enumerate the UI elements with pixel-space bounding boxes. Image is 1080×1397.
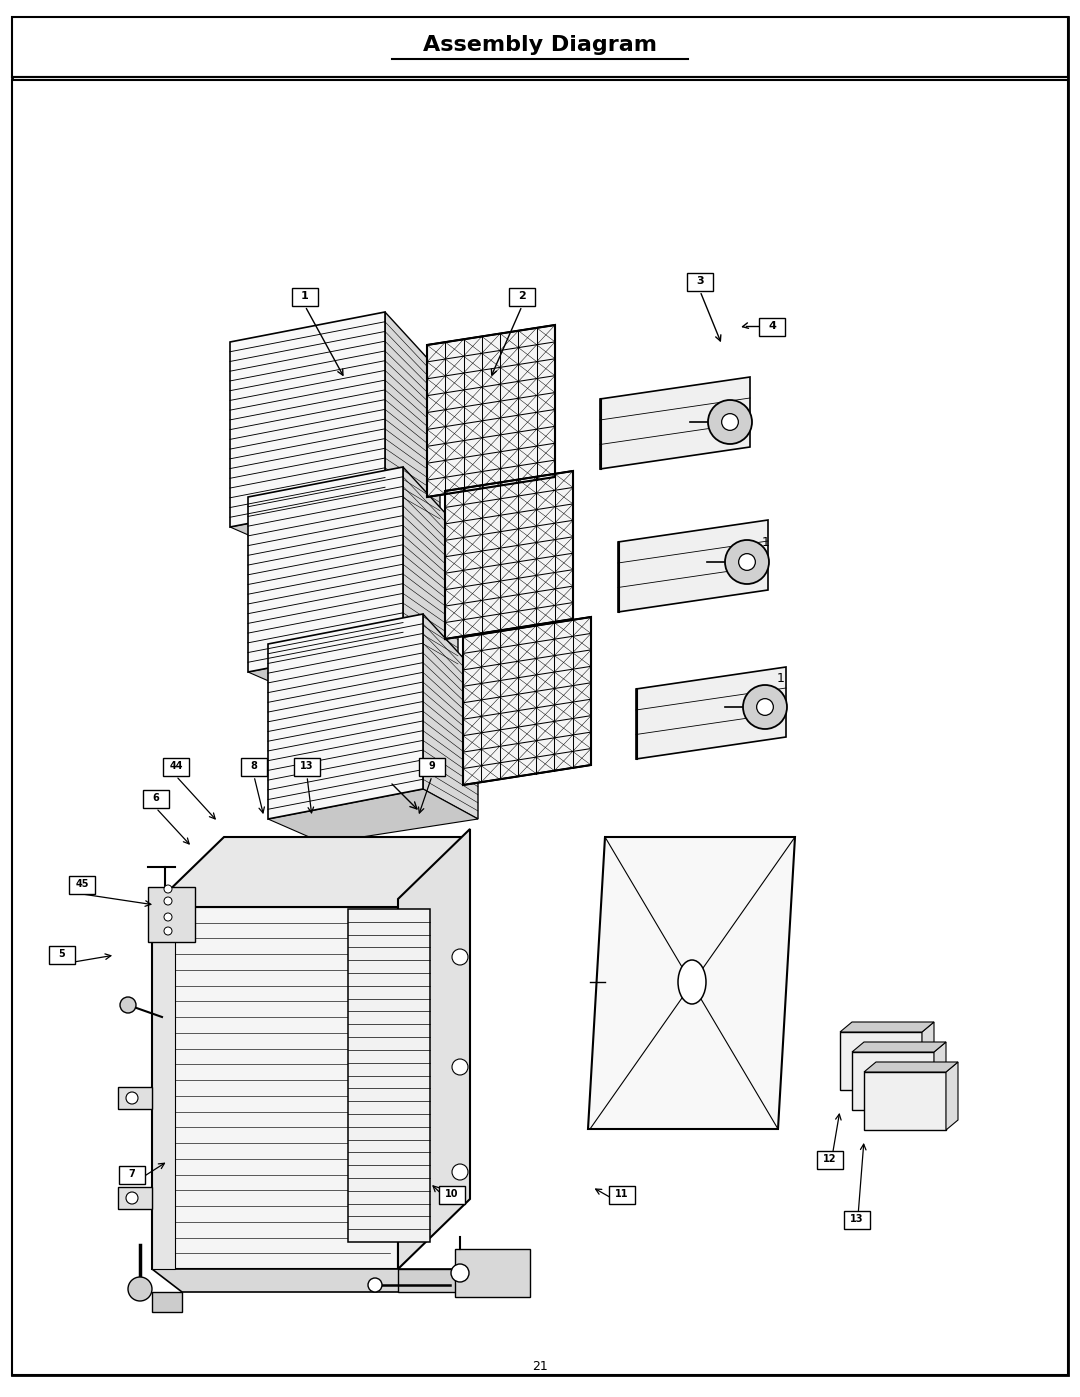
Circle shape (368, 1278, 382, 1292)
Circle shape (126, 1192, 138, 1204)
Text: 3: 3 (697, 277, 704, 286)
Polygon shape (852, 1042, 946, 1052)
Bar (143, 789, 168, 807)
Circle shape (708, 400, 752, 444)
Text: 11: 11 (616, 1189, 629, 1199)
Text: 8: 8 (251, 761, 257, 771)
Polygon shape (248, 467, 403, 672)
Circle shape (453, 949, 468, 965)
Polygon shape (588, 837, 795, 1129)
Bar (759, 319, 785, 337)
Bar (438, 1186, 465, 1204)
Polygon shape (268, 789, 478, 842)
Polygon shape (230, 497, 440, 550)
Circle shape (126, 1092, 138, 1104)
Bar (292, 288, 318, 306)
Polygon shape (423, 615, 478, 819)
Polygon shape (600, 377, 750, 469)
Polygon shape (445, 471, 573, 638)
Polygon shape (427, 326, 555, 497)
Polygon shape (248, 643, 458, 696)
Text: Assembly Diagram: Assembly Diagram (423, 35, 657, 54)
Text: 4: 4 (768, 321, 775, 331)
Bar (12, 17, 1068, 77)
Text: 44: 44 (170, 761, 183, 771)
Polygon shape (148, 887, 195, 942)
Bar (687, 272, 713, 291)
Polygon shape (268, 615, 423, 819)
Ellipse shape (678, 960, 706, 1004)
Polygon shape (152, 907, 175, 1268)
Circle shape (757, 698, 773, 715)
Text: 2: 2 (518, 291, 526, 300)
Polygon shape (618, 520, 768, 612)
Polygon shape (152, 907, 399, 1268)
Text: 13: 13 (300, 761, 314, 771)
Bar (509, 288, 535, 306)
Polygon shape (384, 312, 440, 527)
Text: 1: 1 (762, 535, 770, 549)
Circle shape (743, 685, 787, 729)
Text: 1: 1 (777, 672, 785, 686)
Polygon shape (403, 467, 458, 672)
Polygon shape (840, 1023, 934, 1032)
Text: 7: 7 (129, 1169, 135, 1179)
Text: 5: 5 (58, 949, 66, 958)
Circle shape (453, 1164, 468, 1180)
Polygon shape (840, 1032, 922, 1090)
Circle shape (451, 1264, 469, 1282)
Polygon shape (399, 828, 470, 1268)
Circle shape (721, 414, 739, 430)
Circle shape (739, 553, 755, 570)
Text: 45: 45 (76, 879, 89, 888)
Bar (241, 759, 267, 775)
Text: 13: 13 (850, 1214, 864, 1224)
Polygon shape (348, 909, 430, 1242)
Circle shape (164, 928, 172, 935)
Bar (49, 946, 75, 964)
Bar (609, 1186, 635, 1204)
Polygon shape (934, 1042, 946, 1111)
Circle shape (164, 897, 172, 905)
Polygon shape (463, 617, 591, 785)
Text: 10: 10 (445, 1189, 459, 1199)
Circle shape (129, 1277, 152, 1301)
Text: 9: 9 (429, 761, 435, 771)
Polygon shape (852, 1052, 934, 1111)
Text: 21: 21 (532, 1361, 548, 1373)
Circle shape (120, 997, 136, 1013)
Bar (119, 1166, 145, 1185)
Bar (843, 1211, 870, 1229)
Bar (816, 1151, 843, 1169)
Bar (294, 759, 320, 775)
Polygon shape (455, 1249, 530, 1296)
Bar (69, 876, 95, 894)
Polygon shape (152, 837, 470, 907)
Polygon shape (864, 1071, 946, 1130)
Bar (419, 759, 445, 775)
Circle shape (164, 886, 172, 893)
Polygon shape (118, 1187, 152, 1208)
Bar (163, 759, 189, 775)
Polygon shape (230, 312, 384, 527)
Polygon shape (152, 1292, 183, 1312)
Polygon shape (152, 1268, 510, 1292)
Circle shape (164, 914, 172, 921)
Circle shape (725, 541, 769, 584)
Text: 6: 6 (152, 793, 160, 803)
Text: 1: 1 (301, 291, 309, 300)
Polygon shape (118, 1087, 152, 1109)
Text: 12: 12 (823, 1154, 837, 1164)
Polygon shape (922, 1023, 934, 1090)
Polygon shape (636, 666, 786, 759)
Polygon shape (946, 1062, 958, 1130)
Circle shape (453, 1059, 468, 1076)
Polygon shape (864, 1062, 958, 1071)
Polygon shape (399, 1268, 510, 1292)
